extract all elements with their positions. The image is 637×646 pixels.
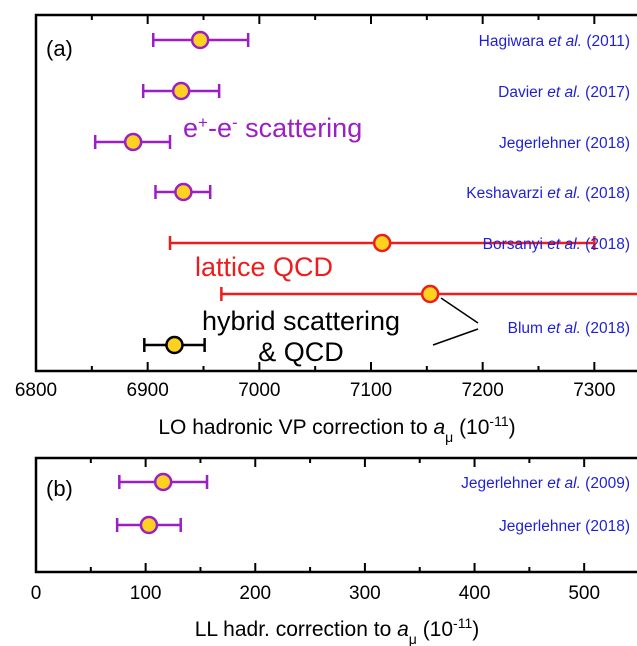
panel-b-citations: Jegerlehner et al. (2009) Jegerlehner (20… [461,475,630,535]
x-tick-label: 200 [239,583,271,604]
citation-blum: Blum et al. (2018) [508,320,630,337]
marker [123,132,143,152]
data-point [220,284,637,304]
group-label-hybrid-line1: hybrid scattering [202,306,400,336]
citation: Jegerlehner et al. (2009) [461,475,630,492]
citation: Davier et al. (2017) [498,84,630,101]
x-tick-label: 400 [459,583,491,604]
panel-b-label: (b) [46,476,73,501]
panel-a-ticks: 6800 6900 7000 7100 7200 7300 [15,15,615,401]
data-point [143,335,206,355]
citation: Keshavarzi et al. (2018) [466,185,630,202]
blum-connector-hybrid [432,328,479,346]
x-tick-label: 100 [130,583,162,604]
x-tick-label: 0 [31,583,42,604]
marker [190,30,210,50]
data-point [154,182,212,202]
panel-a: (a) 6800 6900 7000 7100 7200 7300 Hagiwara et… [15,13,637,445]
citation: Hagiwara et al. (2011) [479,33,630,50]
group-label-hybrid-line2: & QCD [258,337,344,367]
citation: Jegerlehner (2018) [499,518,630,535]
x-tick-label: 300 [349,583,381,604]
x-tick-label: 6900 [127,380,169,401]
blum-connectors: Blum et al. (2018) [432,297,630,346]
data-point [93,132,172,152]
data-point [115,515,182,535]
data-point [141,81,221,101]
marker [372,233,392,253]
panel-a-marks [93,30,637,355]
x-tick-label: 6800 [15,380,57,401]
panel-b-xlabel: LL hadr. correction to aμ (10-11) [195,615,480,646]
x-tick-label: 7300 [573,380,615,401]
x-tick-label: 7200 [462,380,504,401]
data-point [118,472,209,492]
marker [139,515,159,535]
panel-a-citations: Hagiwara et al. (2011) Davier et al. (201… [466,33,630,253]
group-label-lattice: lattice QCD [195,252,333,282]
citation: Jegerlehner (2018) [499,135,630,152]
citation: Borsanyi et al. (2018) [483,236,630,253]
panel-b-frame [34,456,637,574]
marker [420,284,440,304]
blum-connector-lattice [440,297,479,324]
x-tick-label: 7000 [238,380,280,401]
panel-a-frame [34,13,637,373]
x-tick-label: 7100 [350,380,392,401]
marker [171,81,191,101]
panel-b: (b) 0 100 200 300 400 500 Jegerlehner et al. … [31,456,637,646]
data-point [168,233,596,253]
panel-b-ticks: 0 100 200 300 400 500 [31,458,600,604]
panel-a-group-labels: e+-e- scattering lattice QCD hybrid scat… [183,113,400,368]
group-label-ee: e+-e- scattering [183,113,362,144]
panel-a-xlabel: LO hadronic VP correction to aμ (10-11) [158,413,515,445]
marker [165,335,184,355]
panel-b-marks [115,472,209,535]
data-point [152,30,250,50]
marker [153,472,173,492]
marker [174,182,193,202]
panel-a-label: (a) [46,36,73,61]
x-tick-label: 500 [568,583,600,604]
